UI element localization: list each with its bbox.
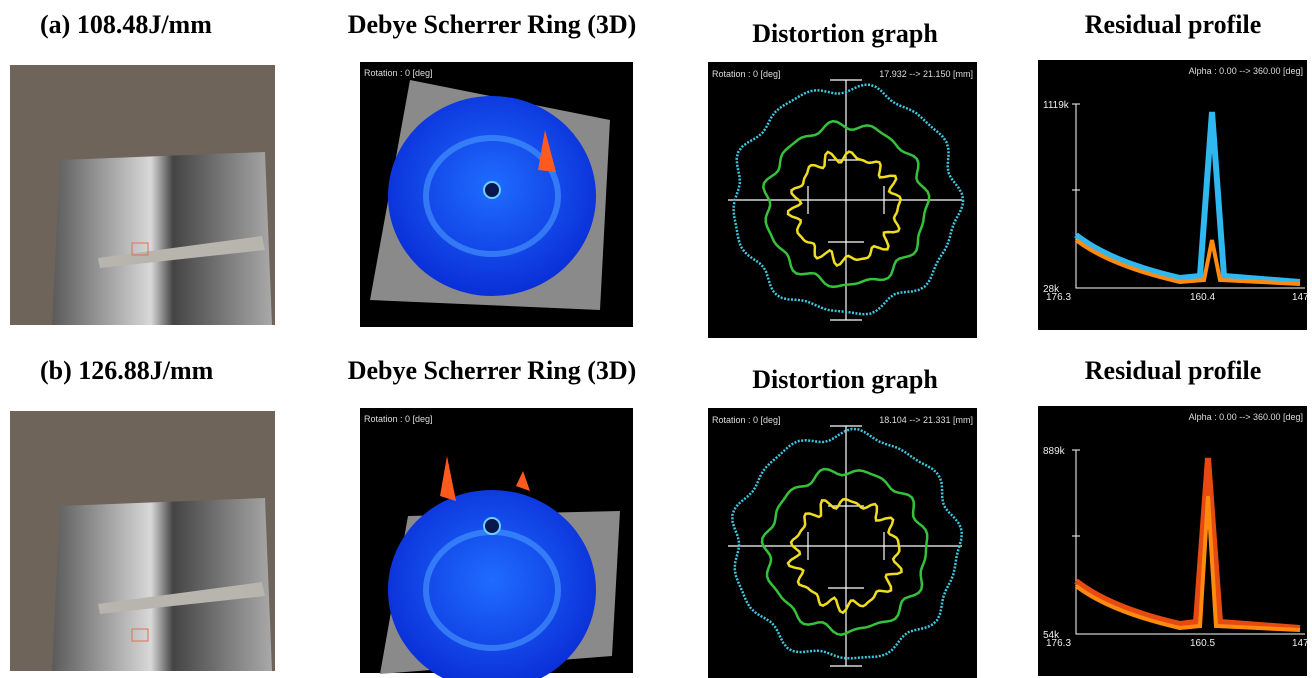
row-label: (b) 126.88J/mm: [40, 356, 214, 385]
column-title: Distortion graph: [752, 19, 938, 48]
ring-rotation: Rotation : 0 [deg]: [364, 68, 433, 78]
distortion-rotation: Rotation : 0 [deg]: [712, 415, 781, 425]
figure: (a) 108.48J/mm Debye Scherrer Ring (3D) Di…: [0, 0, 1312, 678]
profile-alpha: Alpha : 0.00 --> 360.00 [deg]: [1189, 412, 1303, 422]
profile-ymax: 889k: [1043, 446, 1066, 457]
metal-plate: [52, 498, 272, 671]
distortion-rotation: Rotation : 0 [deg]: [712, 69, 781, 79]
profile-x-label: 160.5: [1190, 638, 1215, 649]
profile-x-label: 176.3: [1046, 638, 1071, 649]
profile-alpha: Alpha : 0.00 --> 360.00 [deg]: [1189, 66, 1303, 76]
profile-ymax: 1119k: [1043, 100, 1070, 111]
distortion-range: 17.932 --> 21.150 [mm]: [879, 69, 973, 79]
profile-x-label: 147.1: [1292, 292, 1312, 303]
ring-hole: [484, 518, 500, 534]
row: (a) 108.48J/mm Debye Scherrer Ring (3D) Di…: [10, 10, 1312, 338]
ring-hole: [484, 182, 500, 198]
row-label: (a) 108.48J/mm: [40, 10, 212, 39]
profile-x-label: 160.4: [1190, 292, 1215, 303]
ring-rotation: Rotation : 0 [deg]: [364, 414, 433, 424]
distortion-panel: [708, 408, 977, 678]
column-title: Residual profile: [1085, 10, 1261, 39]
profile-x-label: 147.2: [1292, 638, 1312, 649]
row: (b) 126.88J/mm Debye Scherrer Ring (3D) Di…: [10, 356, 1312, 678]
column-title: Debye Scherrer Ring (3D): [348, 356, 637, 385]
metal-plate: [52, 152, 272, 325]
profile-panel: [1038, 406, 1307, 676]
column-title: Residual profile: [1085, 356, 1261, 385]
column-title: Distortion graph: [752, 365, 938, 394]
distortion-range: 18.104 --> 21.331 [mm]: [879, 415, 973, 425]
page: {"rows": [ {"label": "(a) 108.48J/mm", "…: [0, 0, 1312, 678]
profile-x-label: 176.3: [1046, 292, 1071, 303]
profile-panel: [1038, 60, 1307, 330]
column-title: Debye Scherrer Ring (3D): [348, 10, 637, 39]
